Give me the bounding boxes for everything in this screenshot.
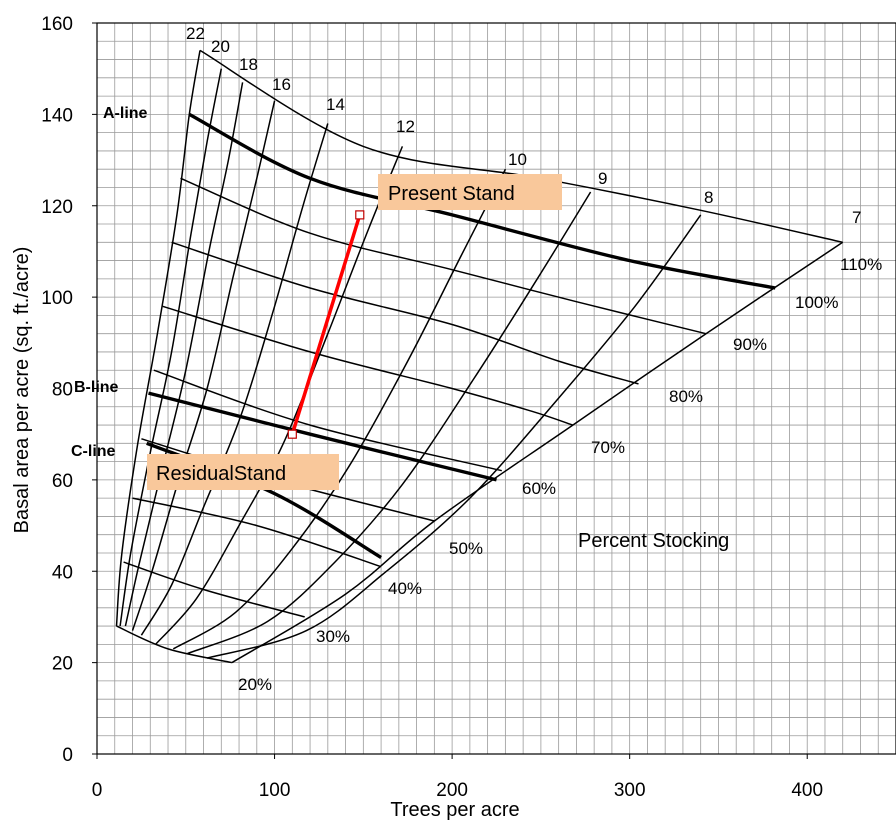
diameter-label-9: 9 (598, 169, 607, 188)
diameter-label-12: 12 (396, 117, 415, 136)
present-stand-text: Present Stand (388, 183, 515, 205)
x-tick-label: 200 (436, 780, 468, 801)
stocking-label-60: 60% (522, 479, 556, 498)
diameter-line (187, 191, 592, 655)
stocking-curve (162, 305, 574, 426)
stocking-label-110: 110% (840, 255, 882, 274)
thinning-path (287, 210, 365, 439)
present-stand-marker (355, 210, 365, 220)
stocking-label-20: 20% (238, 675, 272, 694)
b-line-label: B-line (74, 379, 119, 396)
stocking-label-40: 40% (388, 579, 422, 598)
x-tick-label: 0 (92, 780, 103, 801)
stocking-label-30: 30% (316, 627, 350, 646)
y-tick-label: 160 (41, 14, 73, 35)
stocking-curve (188, 112, 776, 290)
stocking-curves (116, 49, 843, 664)
x-axis-label: Trees per acre (390, 799, 519, 821)
y-tick-label: 60 (52, 471, 73, 492)
diameter-label-20: 20 (211, 37, 230, 56)
diameter-line (124, 82, 244, 627)
diameter-label-16: 16 (272, 75, 291, 94)
diameter-line (231, 241, 844, 664)
diameter-label-7: 7 (852, 208, 861, 227)
residual-stand-callout: ResidualStand (147, 454, 339, 490)
residual-stand-box (147, 454, 339, 490)
diameter-line (131, 100, 276, 631)
stocking-curve (116, 625, 233, 664)
stocking-label-80: 80% (669, 387, 703, 406)
stocking-label-100: 100% (795, 293, 838, 312)
grid (96, 22, 896, 755)
stocking-label-90: 90% (733, 335, 767, 354)
diameter-line (172, 168, 507, 650)
diameter-lines (115, 50, 844, 664)
a-line-label: A-line (103, 105, 148, 122)
stocking-curve (148, 391, 497, 482)
y-tick-label: 20 (52, 654, 73, 675)
y-tick-label: 0 (62, 745, 73, 766)
y-tick-label: 100 (41, 288, 73, 309)
stocking-curve (171, 241, 639, 385)
diameter-label-10: 10 (508, 150, 527, 169)
y-tick-label: 40 (52, 562, 73, 583)
stocking-curve (180, 177, 707, 335)
residual-stand-marker (287, 429, 297, 439)
c-line-label: C-line (71, 443, 116, 460)
diameter-line (206, 214, 702, 659)
y-axis-label: Basal area per acre (sq. ft./acre) (11, 247, 33, 534)
present-stand-box (378, 174, 562, 210)
stocking-label-50: 50% (449, 539, 483, 558)
x-tick-label: 100 (259, 780, 291, 801)
diameter-line (115, 50, 201, 627)
diameter-label-14: 14 (326, 95, 345, 114)
diameter-line (155, 146, 404, 645)
tick-labels: 0 100 200 300 400 0 20 40 60 80 100 120 140 160 (41, 14, 823, 801)
x-tick-label: 400 (791, 780, 823, 801)
stocking-curve (153, 369, 502, 472)
residual-stand-text: ResidualStand (156, 463, 286, 485)
diameter-label-8: 8 (704, 188, 713, 207)
stocking-curve (132, 497, 382, 568)
y-tick-label: 140 (41, 105, 73, 126)
diameter-line (119, 68, 223, 627)
stocking-label-70: 70% (591, 438, 625, 457)
diameter-line (140, 123, 329, 636)
y-tick-label: 80 (52, 380, 73, 401)
stocking-curve (199, 49, 843, 244)
x-tick-label: 300 (614, 780, 646, 801)
diameter-label-18: 18 (239, 55, 258, 74)
y-tick-label: 120 (41, 197, 73, 218)
percent-stocking-annotation: Percent Stocking (578, 530, 729, 552)
present-stand-callout: Present Stand (378, 174, 562, 210)
thinning-line (290, 214, 362, 435)
diameter-label-22: 22 (186, 24, 205, 43)
